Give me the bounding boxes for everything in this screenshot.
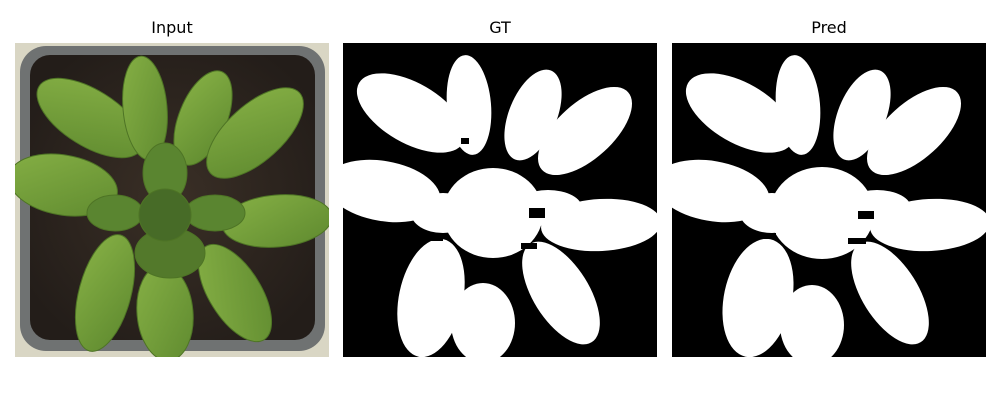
panel-title-pred: Pred xyxy=(811,18,847,37)
plant-photo xyxy=(15,43,329,357)
gt-mask-image xyxy=(343,43,657,357)
input-image xyxy=(15,43,329,357)
panel-title-gt: GT xyxy=(489,18,511,37)
gt-mask xyxy=(343,43,657,357)
pred-mask xyxy=(672,43,986,357)
pred-mask-image xyxy=(672,43,986,357)
rosette-leaves xyxy=(15,55,329,357)
panel-title-input: Input xyxy=(151,18,193,37)
